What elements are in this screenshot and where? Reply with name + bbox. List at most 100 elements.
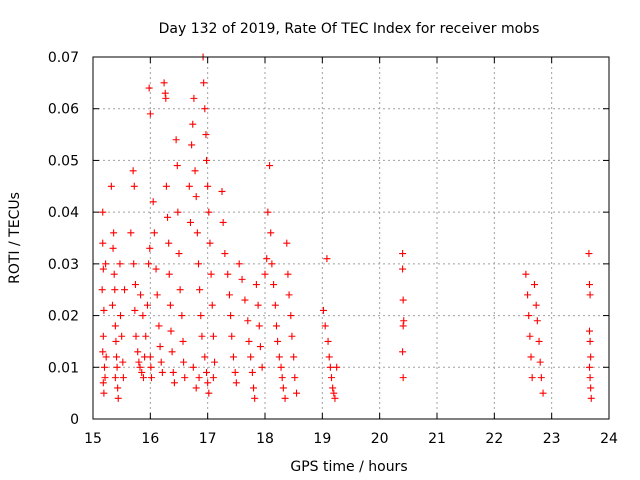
data-point [283, 239, 291, 247]
x-tick-label: 20 [371, 431, 389, 447]
data-point [173, 162, 181, 170]
data-point [170, 379, 178, 387]
data-point [232, 379, 240, 387]
data-point [134, 348, 142, 356]
data-point [166, 301, 174, 309]
data-point [211, 358, 219, 366]
data-point [204, 379, 212, 387]
data-point [121, 286, 129, 294]
data-point [227, 312, 235, 320]
data-point [586, 327, 594, 335]
x-tick-label: 19 [313, 431, 331, 447]
data-point [168, 348, 176, 356]
x-tick-label: 21 [428, 431, 446, 447]
data-point [102, 353, 110, 361]
x-tick-label: 23 [543, 431, 561, 447]
data-point [147, 374, 155, 382]
x-tick-label: 24 [600, 431, 618, 447]
data-point [281, 394, 289, 402]
data-point [207, 270, 215, 278]
data-point [153, 291, 161, 299]
data-point [101, 374, 109, 382]
data-point [268, 260, 276, 268]
data-point [147, 363, 155, 371]
data-point [111, 322, 119, 330]
data-point [285, 291, 293, 299]
data-point [100, 363, 108, 371]
y-tick-label: 0.07 [48, 50, 79, 66]
data-point [287, 312, 295, 320]
data-point [266, 162, 274, 170]
data-point [535, 337, 543, 345]
data-point [137, 291, 145, 299]
data-point [264, 208, 272, 216]
y-tick-label: 0.04 [48, 205, 79, 221]
data-point [399, 348, 407, 356]
data-point [117, 312, 125, 320]
data-point [179, 337, 187, 345]
data-point [587, 394, 595, 402]
data-point [191, 167, 199, 175]
data-point [244, 317, 252, 325]
data-point [176, 286, 184, 294]
data-point [189, 363, 197, 371]
data-point [399, 265, 407, 273]
data-point [536, 358, 544, 366]
data-point [110, 270, 118, 278]
data-point [586, 337, 594, 345]
data-point [139, 312, 147, 320]
data-point [399, 322, 407, 330]
data-point [138, 368, 146, 376]
data-point [228, 332, 236, 340]
data-point [197, 312, 205, 320]
data-point [261, 270, 269, 278]
data-point [263, 255, 271, 263]
data-point [172, 136, 180, 144]
data-point [330, 389, 338, 397]
data-point [209, 332, 217, 340]
data-point [586, 363, 594, 371]
data-point [161, 89, 169, 97]
data-point [119, 358, 127, 366]
data-point [224, 270, 232, 278]
data-point [324, 337, 332, 345]
data-point [208, 301, 216, 309]
data-point [164, 213, 172, 221]
y-tick-label: 0.02 [48, 309, 79, 325]
data-point [328, 374, 336, 382]
x-axis-label: GPS time / hours [290, 459, 407, 475]
data-point [321, 322, 329, 330]
data-point [195, 374, 203, 382]
data-point [586, 281, 594, 289]
data-point [169, 368, 177, 376]
data-point [188, 141, 196, 149]
data-point [533, 317, 541, 325]
x-tick-label: 15 [84, 431, 102, 447]
data-point [274, 337, 282, 345]
data-point [194, 260, 202, 268]
data-point [100, 389, 108, 397]
data-point [209, 374, 217, 382]
data-point [114, 384, 122, 392]
data-point [291, 374, 299, 382]
y-tick-label: 0.05 [48, 153, 79, 169]
data-point [111, 286, 119, 294]
data-point [160, 79, 168, 87]
data-point [399, 296, 407, 304]
data-point [319, 306, 327, 314]
data-point [539, 389, 547, 397]
data-point [114, 394, 122, 402]
data-point [189, 120, 197, 128]
data-point [132, 332, 140, 340]
data-point [99, 379, 107, 387]
data-point [587, 384, 595, 392]
data-point [279, 384, 287, 392]
data-point [192, 193, 200, 201]
data-point [290, 353, 298, 361]
data-point [135, 358, 143, 366]
data-point [399, 374, 407, 382]
data-point [278, 374, 286, 382]
data-point [399, 250, 407, 258]
x-tick-label: 17 [199, 431, 217, 447]
